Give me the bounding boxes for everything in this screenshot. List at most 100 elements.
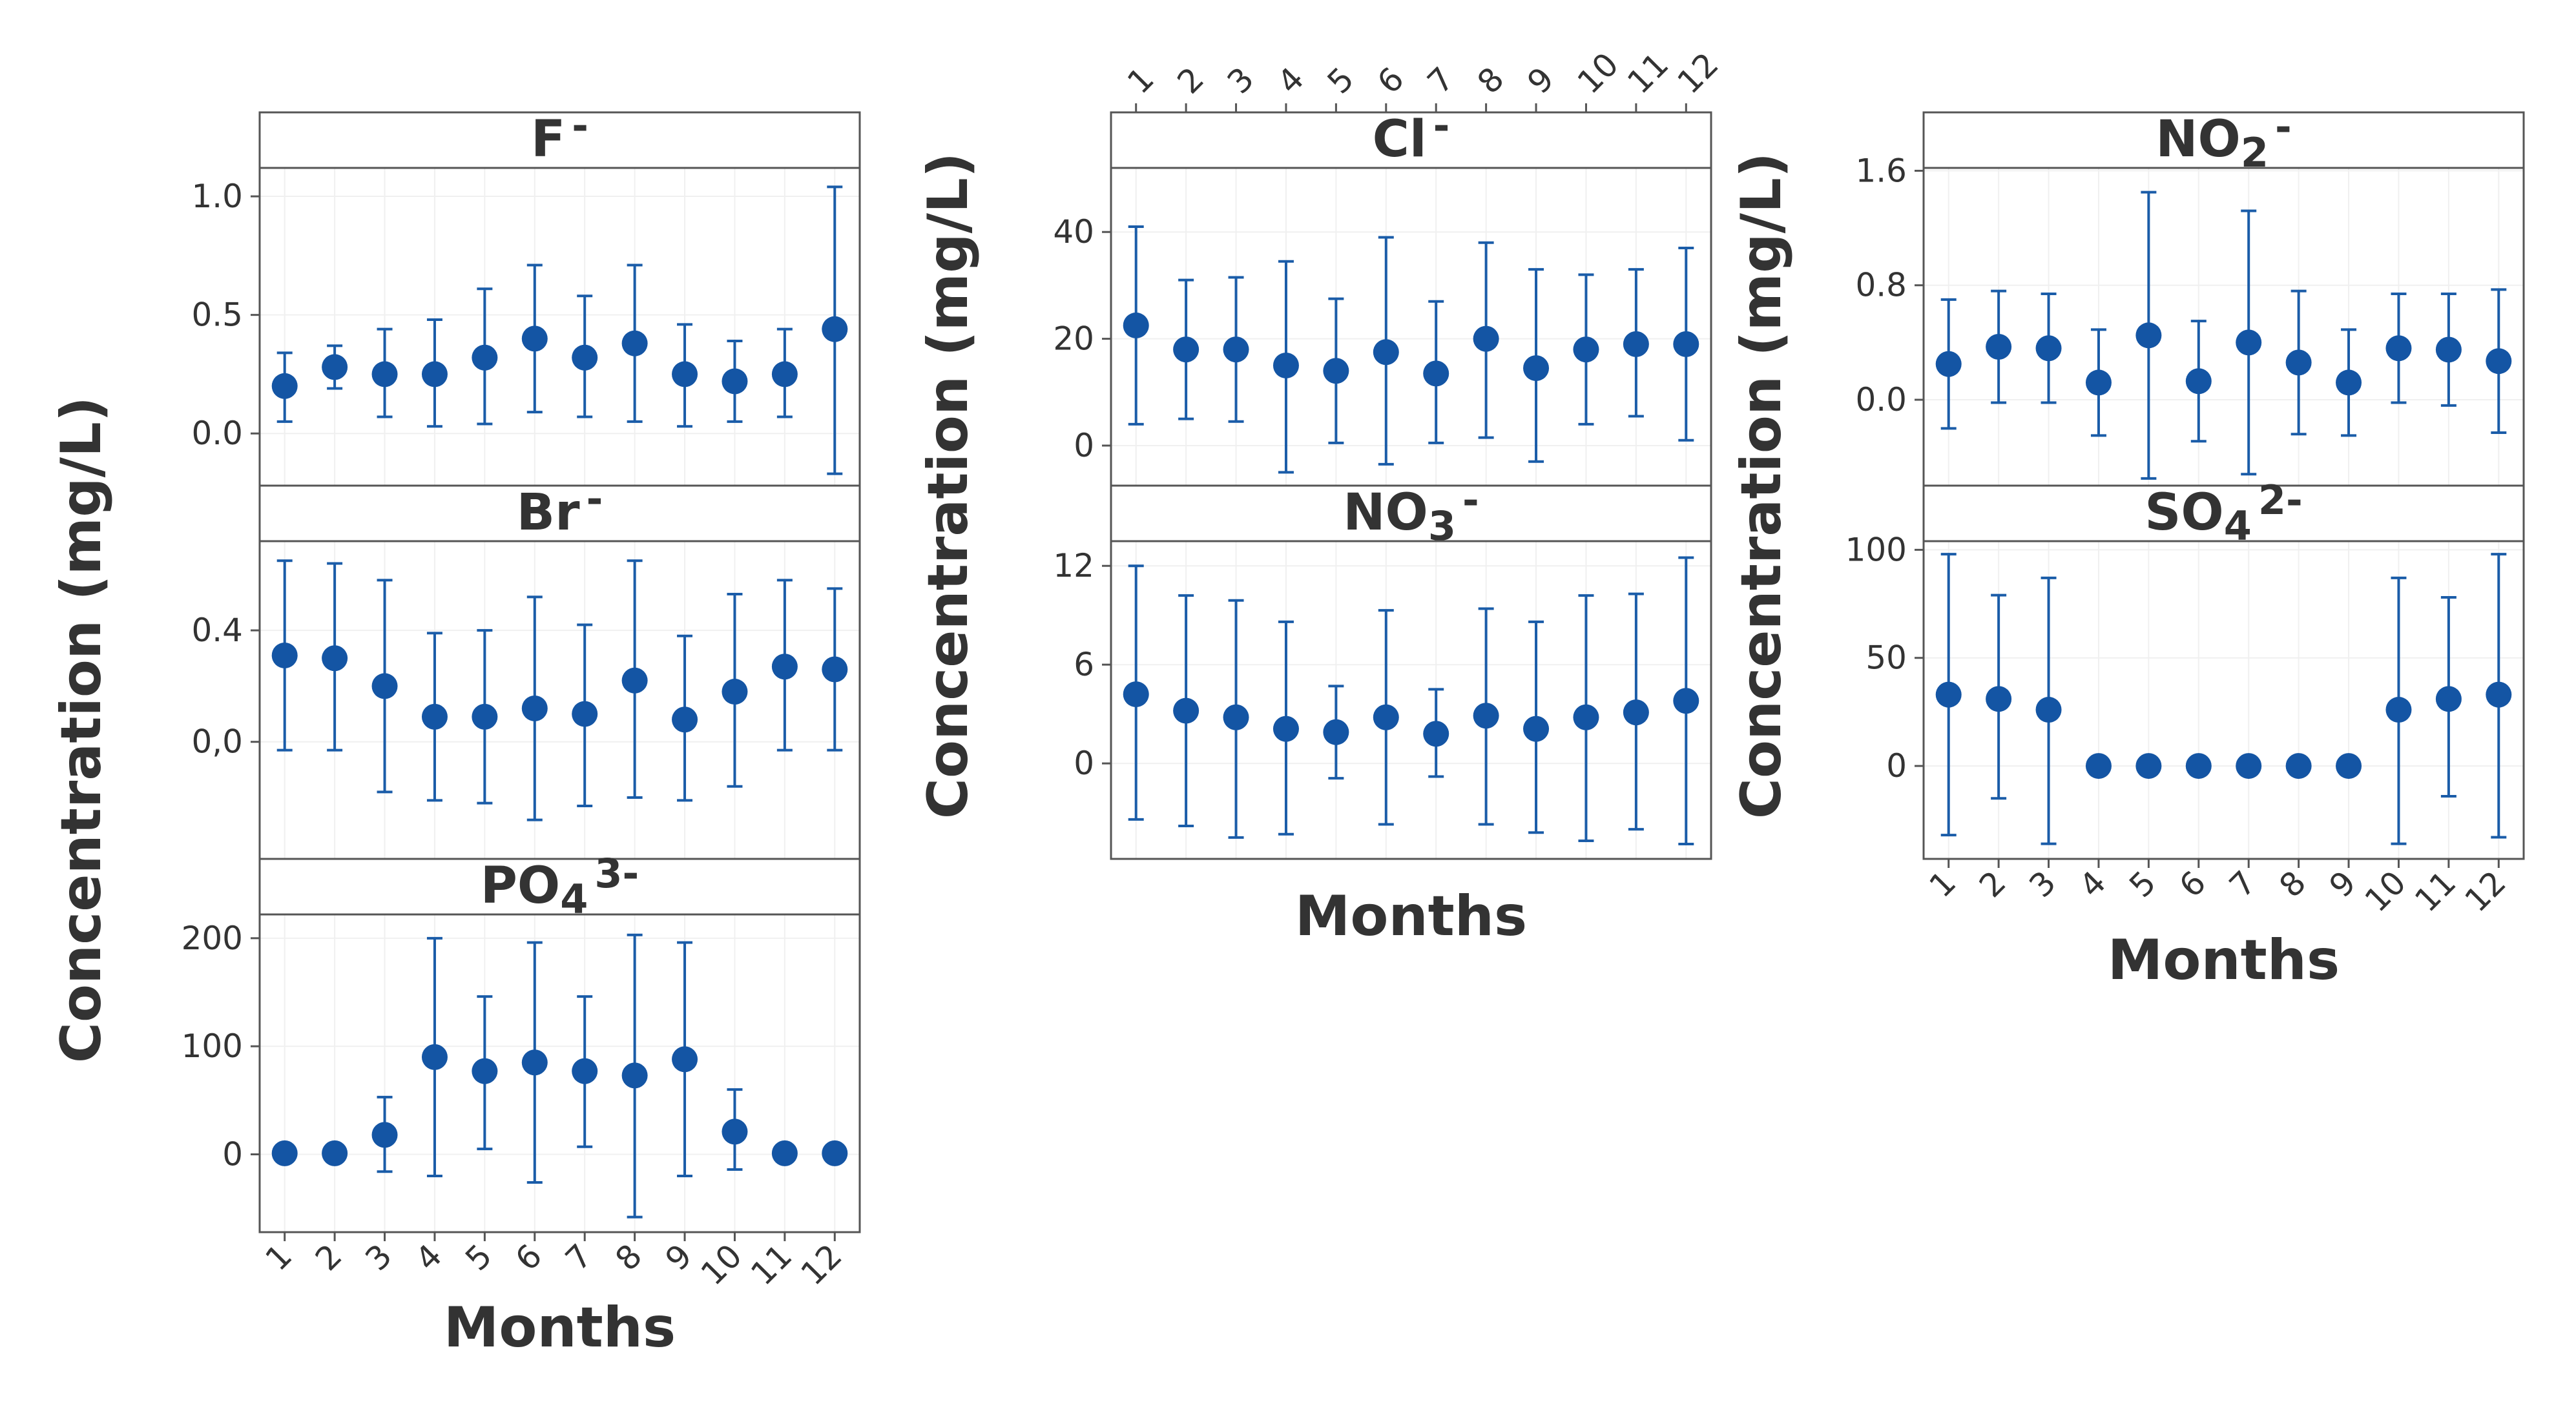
x-tick-label: 1 bbox=[258, 1237, 300, 1278]
y-tick-label: 6 bbox=[1074, 646, 1094, 683]
x-tick-label: 4 bbox=[1270, 60, 1311, 101]
mean-point bbox=[2135, 753, 2162, 779]
mean-point bbox=[1423, 721, 1449, 747]
mean-point bbox=[572, 701, 598, 727]
y-tick-label: 200 bbox=[182, 920, 243, 957]
x-tick-label: 8 bbox=[1470, 60, 1511, 101]
panel-strip bbox=[258, 484, 861, 542]
mean-point bbox=[2236, 753, 2262, 779]
mean-point bbox=[1272, 352, 1299, 378]
panel-po4: PO43- 0 100 200 bbox=[182, 850, 861, 1233]
y-tick-label: 0 bbox=[1074, 745, 1094, 782]
x-tick-label: 6 bbox=[2172, 863, 2214, 905]
y-tick-label: 20 bbox=[1053, 320, 1094, 358]
mean-point bbox=[771, 654, 798, 680]
mean-point bbox=[2085, 753, 2112, 779]
panel-title: F- bbox=[531, 102, 588, 169]
mean-point bbox=[722, 1119, 748, 1145]
mean-point bbox=[1573, 336, 1599, 363]
panel-title-superscript: - bbox=[2275, 103, 2292, 150]
mean-point bbox=[2185, 368, 2212, 395]
mean-point bbox=[1373, 704, 1399, 730]
mean-point bbox=[722, 368, 748, 395]
panel-title-subscript: 2 bbox=[2241, 129, 2269, 176]
plot-area bbox=[1924, 168, 2524, 486]
mean-point bbox=[1473, 325, 1499, 352]
mean-point bbox=[472, 1058, 498, 1084]
panel-frame bbox=[1110, 540, 1712, 860]
mean-point bbox=[1986, 686, 2012, 712]
mean-point bbox=[1223, 336, 1249, 363]
mean-point bbox=[2135, 322, 2162, 349]
mean-point bbox=[722, 679, 748, 705]
x-axis-label: Months bbox=[2108, 928, 2340, 993]
mean-point bbox=[2486, 681, 2512, 708]
plot-area bbox=[260, 541, 860, 859]
y-tick-label: 1.6 bbox=[1855, 152, 1907, 189]
mean-point bbox=[1935, 351, 1962, 377]
mean-point bbox=[771, 1140, 798, 1166]
mean-point bbox=[822, 1140, 848, 1166]
y-axis-label: Concentration (mg/L) bbox=[916, 152, 981, 819]
y-tick-label: 0.0 bbox=[191, 415, 243, 452]
mean-point bbox=[1223, 704, 1249, 730]
y-tick-label: 0.8 bbox=[1855, 267, 1907, 304]
mean-point bbox=[672, 361, 698, 387]
panel-f: F - 0.0 0.5 1.0 bbox=[191, 102, 861, 487]
mean-point bbox=[271, 373, 298, 399]
mean-point bbox=[1423, 360, 1449, 387]
x-tick-label: 10 bbox=[1570, 45, 1626, 101]
mean-point bbox=[371, 1122, 398, 1148]
mean-point bbox=[2185, 753, 2212, 779]
mean-point bbox=[2085, 369, 2112, 396]
panel-br: Br - 0,0 0.4 bbox=[191, 475, 861, 860]
x-axis-label: Months bbox=[1295, 884, 1527, 949]
mean-point bbox=[322, 645, 348, 672]
mean-point bbox=[1986, 334, 2012, 360]
mean-point bbox=[1623, 699, 1649, 726]
panel-title-base: Cl bbox=[1373, 110, 1427, 169]
mean-point bbox=[371, 361, 398, 387]
mean-point bbox=[472, 344, 498, 371]
x-tick-label: 5 bbox=[458, 1237, 499, 1278]
x-tick-label: 10 bbox=[694, 1237, 749, 1292]
x-tick-label: 9 bbox=[658, 1237, 700, 1278]
y-tick-label: 100 bbox=[182, 1027, 243, 1065]
panel-strip bbox=[1110, 484, 1712, 542]
mean-point bbox=[2435, 686, 2462, 712]
mean-point bbox=[1573, 704, 1599, 730]
x-tick-label: 9 bbox=[2322, 863, 2363, 905]
panel-title-subscript: 4 bbox=[2224, 502, 2252, 550]
mean-point bbox=[371, 673, 398, 699]
mean-point bbox=[2435, 336, 2462, 363]
panel-strip bbox=[258, 111, 861, 169]
panel-title-superscript: - bbox=[1462, 477, 1479, 524]
y-tick-label: 0,0 bbox=[191, 723, 243, 761]
panel-no3: NO3- 0 6 12 bbox=[1053, 477, 1712, 860]
y-tick-label: 0.5 bbox=[191, 296, 243, 334]
mean-point bbox=[271, 642, 298, 668]
mean-point bbox=[472, 703, 498, 730]
x-tick-label: 3 bbox=[2022, 863, 2064, 905]
mean-point bbox=[621, 330, 648, 356]
mean-point bbox=[421, 1044, 448, 1070]
mean-point bbox=[521, 1049, 548, 1076]
mean-point bbox=[672, 706, 698, 733]
y-tick-label: 100 bbox=[1845, 531, 1907, 568]
panel-no2: NO2- 0.0 0.8 1.6 bbox=[1855, 103, 2525, 487]
x-tick-label: 2 bbox=[1972, 863, 2013, 905]
x-tick-label: 5 bbox=[1320, 60, 1362, 101]
mean-point bbox=[322, 1140, 348, 1166]
plot-area bbox=[260, 168, 860, 486]
panel-title-base: Br bbox=[517, 484, 580, 542]
panel-title-superscript: - bbox=[587, 475, 603, 522]
panel-title-base: NO bbox=[2155, 110, 2241, 169]
y-tick-label: 0.4 bbox=[191, 612, 243, 649]
y-tick-label: 0 bbox=[1886, 747, 1907, 785]
panel-title-base: F bbox=[531, 110, 565, 169]
x-tick-label: 12 bbox=[2458, 863, 2513, 919]
mean-point bbox=[621, 667, 648, 694]
y-tick-label: 40 bbox=[1053, 213, 1094, 251]
mean-point bbox=[2336, 753, 2362, 779]
